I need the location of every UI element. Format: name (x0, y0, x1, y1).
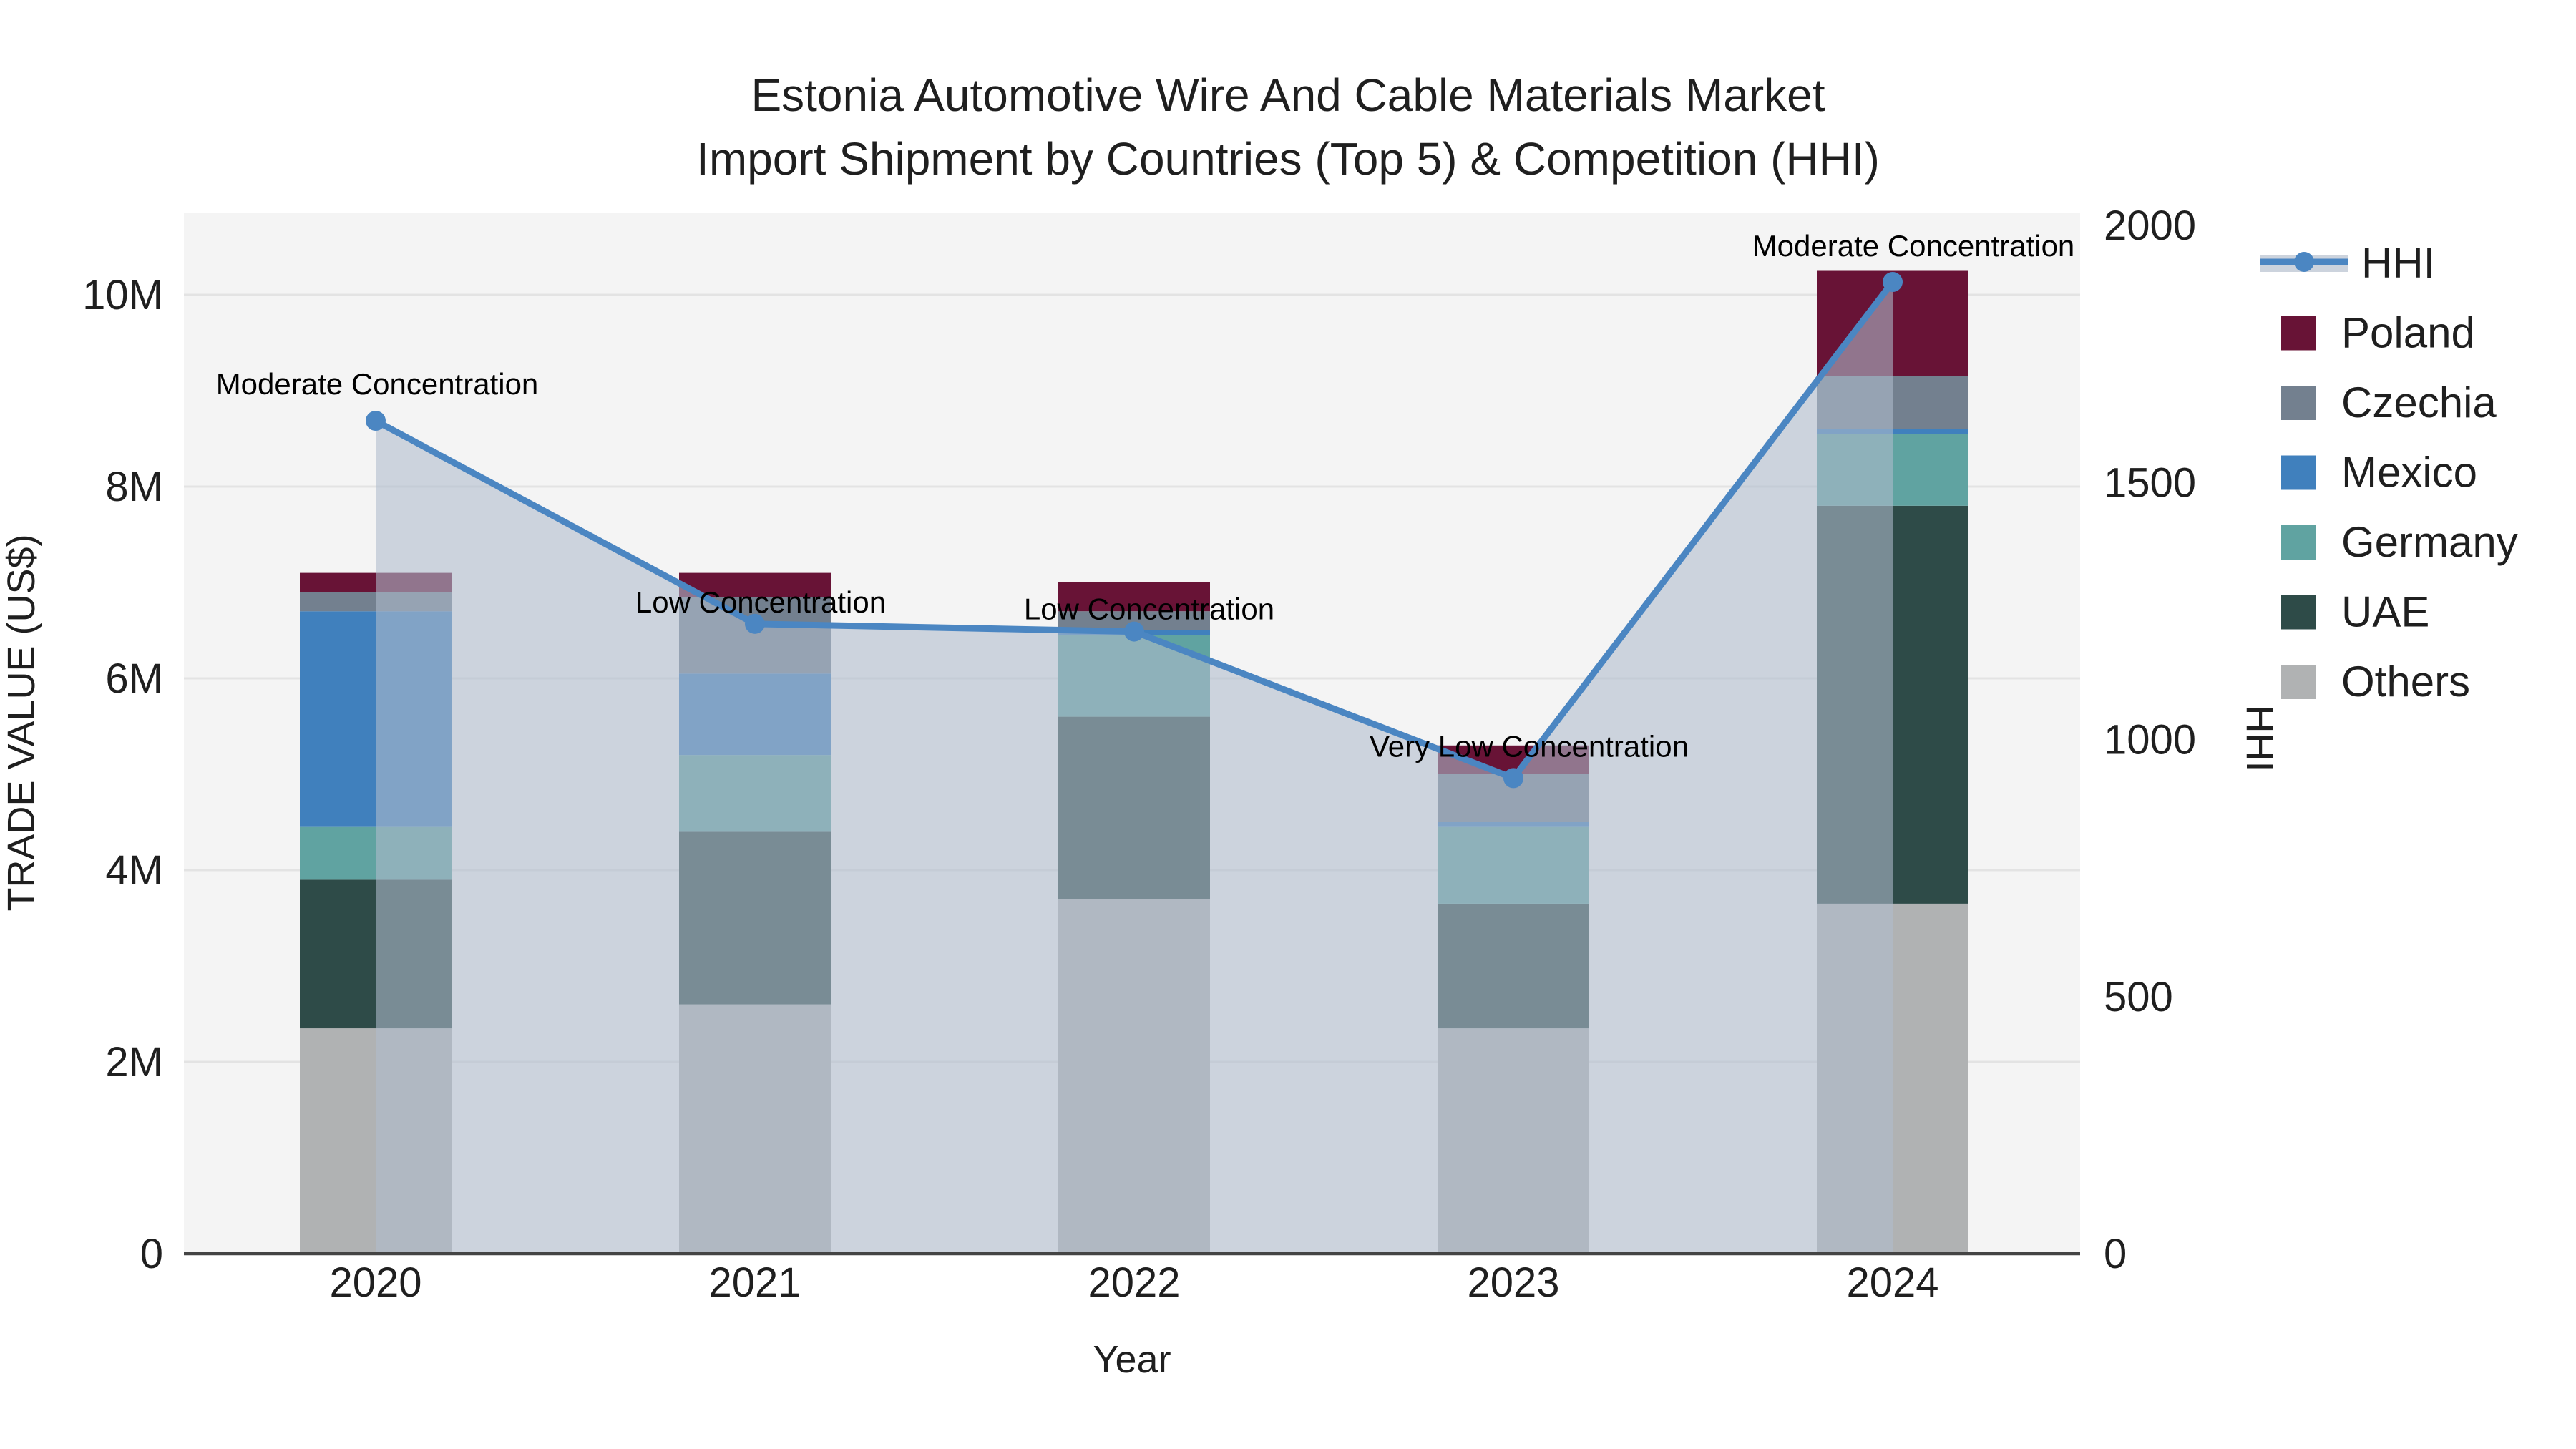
annotation-2020: Moderate Concentration (216, 367, 539, 401)
legend-label: Mexico (2341, 449, 2477, 497)
hhi-marker-2021[interactable] (745, 613, 765, 634)
legend-item-uae[interactable]: UAE (2281, 588, 2429, 636)
plot-area: Moderate Concentration Low Concentration L… (82, 203, 2196, 1306)
hhi-marker-2020[interactable] (366, 411, 386, 431)
x-tick-label-2023: 2023 (1467, 1259, 1559, 1306)
annotation-2024: Moderate Concentration (1752, 229, 2075, 263)
x-tick-label-2020: 2020 (329, 1259, 421, 1306)
y-left-tick-8M: 8M (105, 464, 163, 510)
hhi-area-fill (376, 282, 1893, 1254)
legend-item-mexico[interactable]: Mexico (2281, 449, 2477, 497)
legend-label: Germany (2341, 518, 2518, 566)
legend-item-others[interactable]: Others (2281, 658, 2470, 706)
y-right-tick-500: 500 (2104, 974, 2173, 1020)
y-right-tick-2000: 2000 (2104, 203, 2196, 249)
x-tick-label-2024: 2024 (1846, 1259, 1938, 1306)
legend: HHI Poland Czechia Mexico Germany UAE Others (2260, 239, 2518, 706)
legend-swatch-czechia (2281, 386, 2316, 420)
legend-swatch-germany (2281, 525, 2316, 560)
annotation-2023: Very Low Concentration (1370, 729, 1689, 763)
legend-label: Czechia (2341, 379, 2497, 426)
hhi-marker-swatch (2294, 252, 2314, 272)
hhi-marker-2023[interactable] (1503, 768, 1523, 789)
chart-title-line1: Estonia Automotive Wire And Cable Materi… (751, 69, 1825, 121)
hhi-marker-2024[interactable] (1883, 272, 1903, 293)
x-tick-label-2022: 2022 (1088, 1259, 1180, 1306)
x-tick-label-2021: 2021 (708, 1259, 801, 1306)
y-axis-title-left: TRADE VALUE (US$) (0, 534, 43, 911)
legend-swatch-others (2281, 665, 2316, 699)
x-axis-title: Year (1093, 1338, 1171, 1381)
legend-label: Poland (2341, 309, 2475, 357)
y-left-tick-2M: 2M (105, 1039, 163, 1085)
y-left-tick-0: 0 (140, 1231, 163, 1277)
legend-item-germany[interactable]: Germany (2281, 518, 2518, 566)
annotation-2022: Low Concentration (1024, 592, 1274, 626)
annotation-2021: Low Concentration (635, 585, 886, 619)
bar-segment-poland-2021[interactable] (679, 572, 831, 597)
y-left-tick-10M: 10M (82, 272, 163, 318)
legend-swatch-poland (2281, 316, 2316, 351)
legend-item-poland[interactable]: Poland (2281, 309, 2475, 357)
legend-swatch-uae (2281, 595, 2316, 630)
chart-title-line2: Import Shipment by Countries (Top 5) & C… (696, 133, 1880, 185)
bar-segment-poland-2022[interactable] (1058, 582, 1210, 612)
y-right-tick-1000: 1000 (2104, 717, 2196, 763)
hhi-marker-2022[interactable] (1124, 621, 1144, 642)
legend-label: HHI (2361, 239, 2435, 287)
legend-swatch-mexico (2281, 455, 2316, 490)
y-right-tick-0: 0 (2104, 1231, 2127, 1277)
legend-label: Others (2341, 658, 2470, 706)
legend-label: UAE (2341, 588, 2429, 636)
y-left-tick-4M: 4M (105, 847, 163, 894)
y-axis-title-right: HHI (2238, 706, 2281, 772)
legend-item-hhi[interactable]: HHI (2260, 239, 2435, 287)
y-left-tick-6M: 6M (105, 655, 163, 702)
legend-item-czechia[interactable]: Czechia (2281, 379, 2497, 426)
y-right-tick-1500: 1500 (2104, 459, 2196, 506)
